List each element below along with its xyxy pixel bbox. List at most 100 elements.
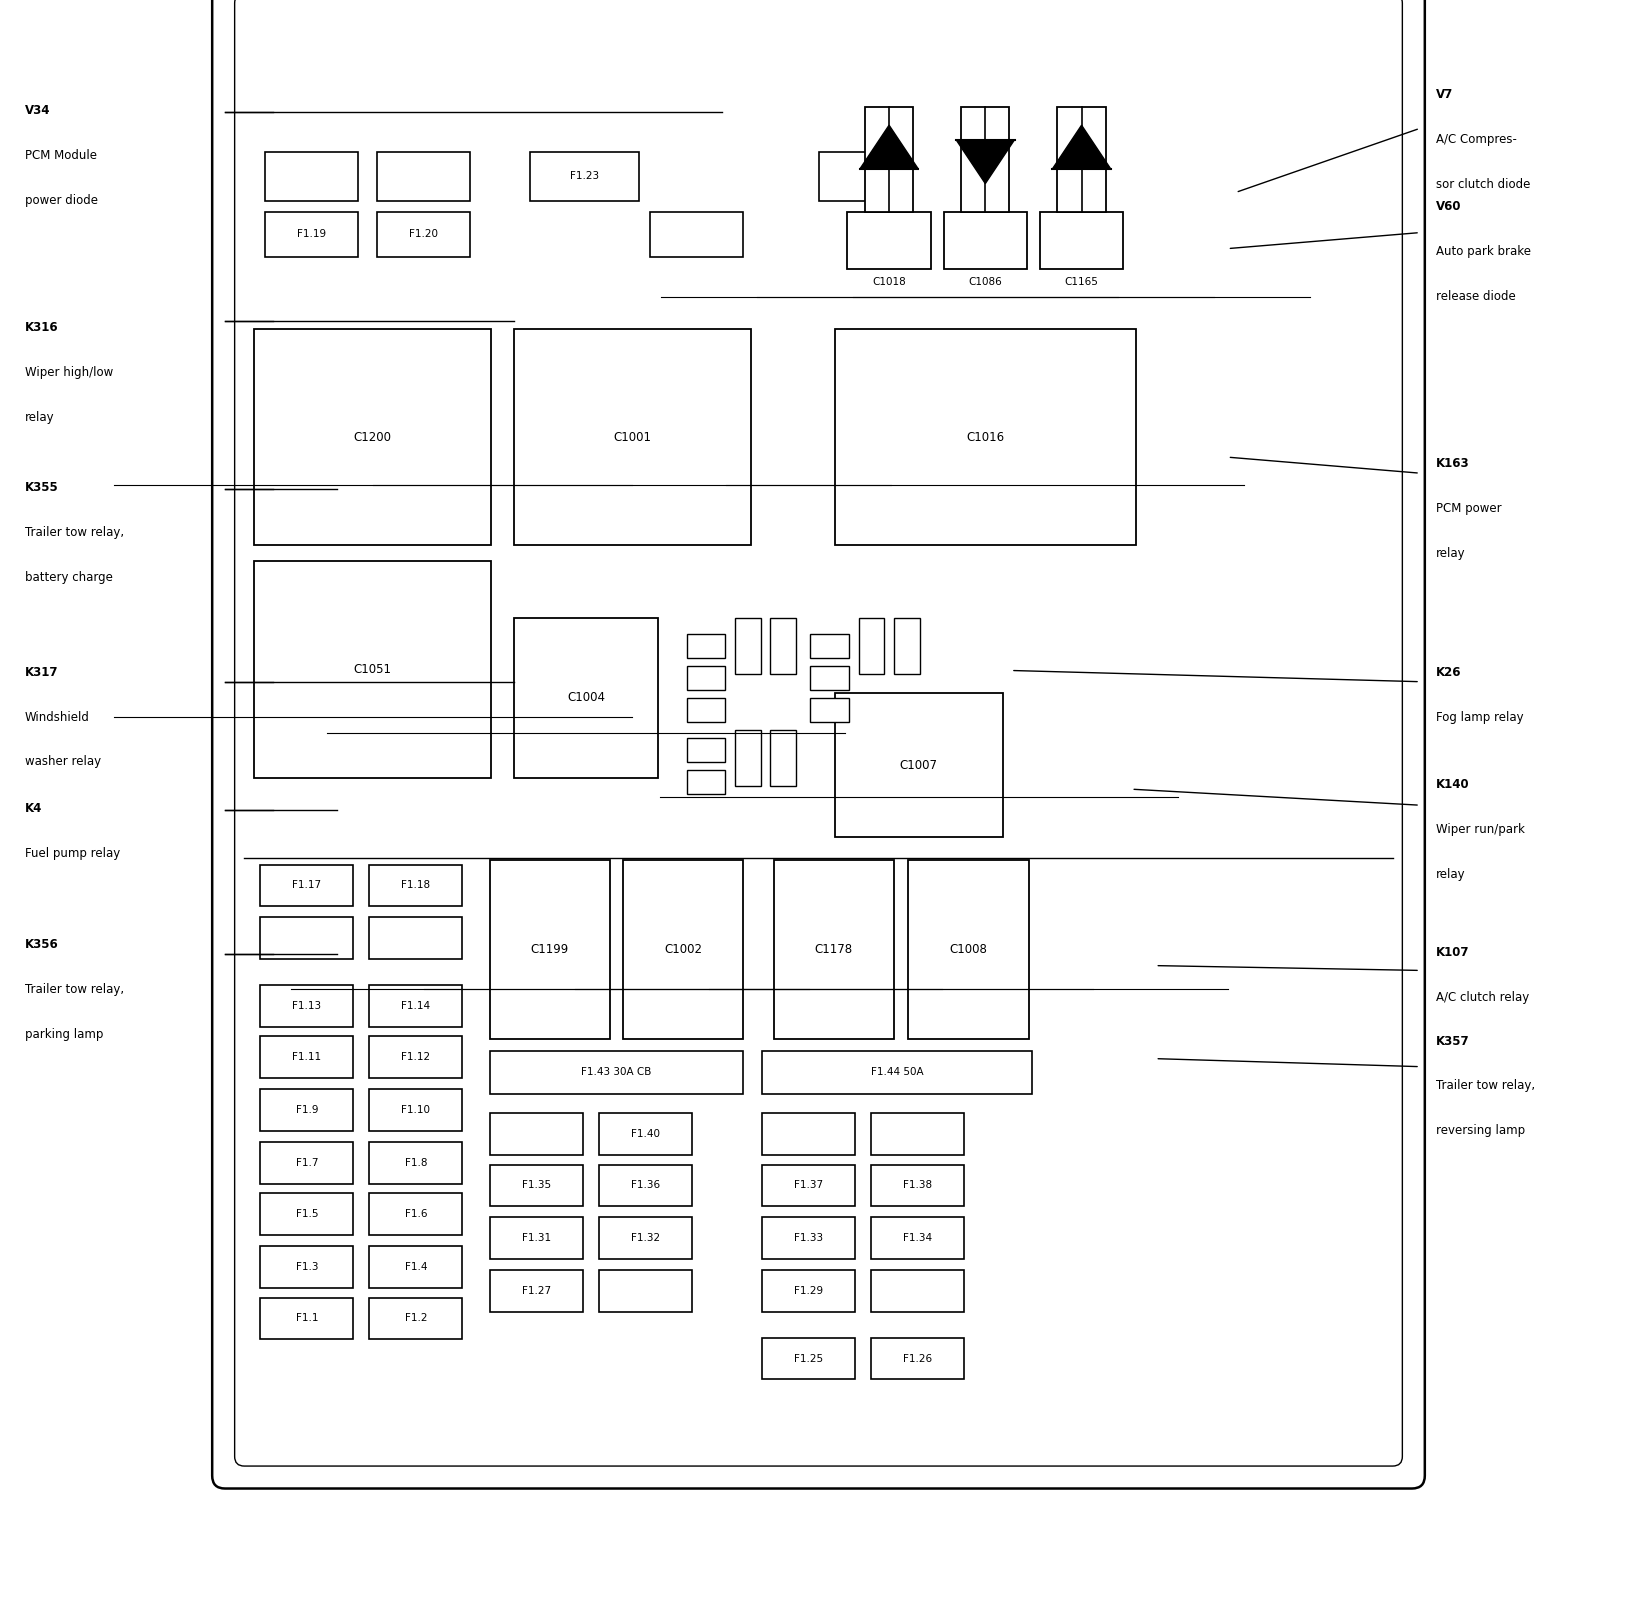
Bar (871, 1113, 964, 1155)
Text: K317: K317 (25, 666, 57, 678)
Text: F1.23: F1.23 (570, 172, 599, 181)
Bar (871, 1338, 964, 1379)
Bar (650, 212, 743, 257)
Text: F1.43 30A CB: F1.43 30A CB (581, 1067, 652, 1078)
Polygon shape (1053, 125, 1112, 168)
Text: C1200: C1200 (354, 430, 391, 444)
Bar (489, 860, 611, 1039)
Bar (864, 107, 913, 212)
Text: sor clutch diode: sor clutch diode (1436, 178, 1531, 191)
Text: F1.6: F1.6 (404, 1209, 427, 1219)
Text: F1.27: F1.27 (522, 1286, 550, 1296)
Bar (260, 1246, 354, 1288)
Bar (489, 1165, 583, 1206)
Polygon shape (859, 125, 918, 168)
Bar (370, 1246, 462, 1288)
Text: F1.44 50A: F1.44 50A (871, 1067, 923, 1078)
Bar (599, 1113, 692, 1155)
Text: F1.8: F1.8 (404, 1158, 427, 1168)
FancyBboxPatch shape (213, 0, 1424, 1489)
Text: F1.17: F1.17 (293, 881, 321, 890)
Bar (871, 1165, 964, 1206)
Text: C1004: C1004 (566, 691, 606, 704)
Text: F1.36: F1.36 (630, 1181, 660, 1190)
Bar (763, 1051, 1031, 1094)
Text: reversing lamp: reversing lamp (1436, 1124, 1526, 1137)
Bar (370, 985, 462, 1027)
Bar (370, 1142, 462, 1184)
FancyBboxPatch shape (234, 0, 1403, 1466)
Text: C1018: C1018 (873, 277, 905, 287)
Bar (378, 212, 470, 257)
Bar (818, 152, 912, 200)
Text: parking lamp: parking lamp (25, 1028, 103, 1041)
Text: Trailer tow relay,: Trailer tow relay, (25, 526, 124, 539)
Text: V34: V34 (25, 104, 51, 117)
Bar (599, 1270, 692, 1312)
Text: C1199: C1199 (530, 943, 570, 956)
Text: Auto park brake: Auto park brake (1436, 245, 1531, 258)
Bar (688, 738, 725, 762)
Text: K140: K140 (1436, 778, 1470, 791)
Text: K107: K107 (1436, 946, 1470, 959)
Bar (735, 618, 761, 674)
Text: F1.1: F1.1 (296, 1314, 318, 1323)
Bar (489, 1113, 583, 1155)
Bar (848, 212, 931, 269)
Text: F1.37: F1.37 (794, 1181, 823, 1190)
Bar (771, 730, 796, 786)
Text: C1051: C1051 (354, 662, 391, 677)
Bar (370, 1089, 462, 1131)
Text: F1.38: F1.38 (904, 1181, 933, 1190)
Text: A/C Compres-: A/C Compres- (1436, 133, 1517, 146)
Bar (260, 985, 354, 1027)
Text: relay: relay (25, 411, 54, 423)
Bar (489, 1217, 583, 1259)
Bar (810, 698, 850, 722)
Text: F1.13: F1.13 (293, 1001, 321, 1011)
Bar (370, 1193, 462, 1235)
Text: F1.33: F1.33 (794, 1233, 823, 1243)
Bar (514, 329, 751, 545)
Text: F1.25: F1.25 (794, 1354, 823, 1363)
Bar (260, 1142, 354, 1184)
Text: F1.11: F1.11 (293, 1052, 321, 1062)
Text: F1.26: F1.26 (904, 1354, 933, 1363)
Bar (260, 865, 354, 906)
Bar (1058, 107, 1105, 212)
Bar (370, 1298, 462, 1339)
Text: F1.4: F1.4 (404, 1262, 427, 1272)
Bar (810, 666, 850, 690)
Text: K355: K355 (25, 481, 59, 494)
Bar (858, 618, 884, 674)
Text: K316: K316 (25, 321, 59, 334)
Bar (378, 152, 470, 200)
Text: battery charge: battery charge (25, 571, 113, 584)
Text: F1.2: F1.2 (404, 1314, 427, 1323)
Bar (871, 1217, 964, 1259)
Bar (763, 1165, 856, 1206)
Text: PCM power: PCM power (1436, 502, 1501, 515)
Text: release diode: release diode (1436, 290, 1516, 303)
Bar (370, 917, 462, 959)
Bar (894, 618, 920, 674)
Text: K4: K4 (25, 802, 43, 815)
Text: F1.9: F1.9 (296, 1105, 318, 1115)
Text: K26: K26 (1436, 666, 1462, 678)
Bar (599, 1165, 692, 1206)
Bar (909, 860, 1028, 1039)
Bar (871, 1270, 964, 1312)
Text: A/C clutch relay: A/C clutch relay (1436, 991, 1529, 1004)
Text: F1.14: F1.14 (401, 1001, 431, 1011)
Text: C1165: C1165 (1064, 277, 1098, 287)
Text: Wiper run/park: Wiper run/park (1436, 823, 1526, 836)
Text: F1.40: F1.40 (630, 1129, 660, 1139)
Bar (1039, 212, 1123, 269)
Bar (254, 561, 491, 778)
Bar (489, 1051, 743, 1094)
Text: F1.32: F1.32 (630, 1233, 660, 1243)
Bar (688, 634, 725, 658)
Bar (260, 917, 354, 959)
Text: C1002: C1002 (665, 943, 702, 956)
Text: F1.34: F1.34 (904, 1233, 933, 1243)
